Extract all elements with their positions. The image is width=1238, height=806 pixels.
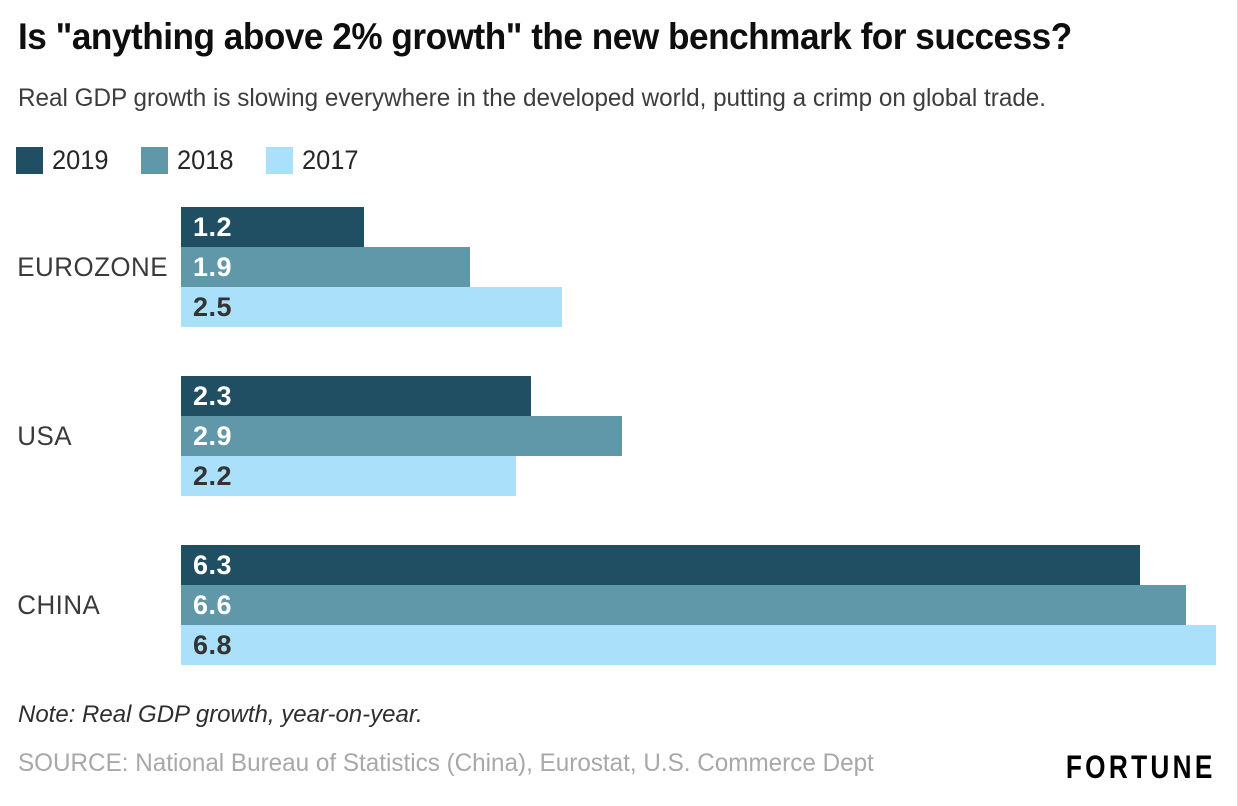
category-label-eurozone: EUROZONE (17, 251, 169, 282)
category-label-china: CHINA (17, 589, 101, 620)
legend-swatch-2019 (16, 147, 43, 174)
chart-note: Note: Real GDP growth, year-on-year. (18, 701, 423, 728)
source-line: SOURCE: National Bureau of Statistics (C… (18, 749, 874, 777)
bar-value-usa-2017: 2.2 (193, 460, 233, 491)
bar-group-eurozone: EUROZONE 1.2 1.9 2.5 (0, 207, 1237, 327)
bar-value-china-2019: 6.3 (193, 549, 233, 580)
legend-label-2018: 2018 (177, 145, 234, 175)
legend-item-2019: 2019 (16, 145, 112, 176)
bars-usa: 2.3 2.9 2.2 (181, 376, 1216, 496)
bar-value-usa-2019: 2.3 (193, 380, 233, 411)
bar-eurozone-2018: 1.9 (181, 247, 471, 287)
bar-china-2019: 6.3 (181, 545, 1140, 585)
bar-value-china-2018: 6.6 (193, 589, 233, 620)
bar-eurozone-2019: 1.2 (181, 207, 364, 247)
legend-swatch-2018 (141, 147, 169, 174)
bars-eurozone: 1.2 1.9 2.5 (181, 207, 1216, 327)
bar-china-2017: 6.8 (181, 625, 1216, 665)
chart-title: Is "anything above 2% growth" the new be… (18, 16, 1072, 57)
bar-chart: EUROZONE 1.2 1.9 2.5 USA 2.3 2.9 2.2 CHINA 6.3 6.6… (0, 207, 1237, 665)
bar-usa-2017: 2.2 (181, 456, 516, 496)
legend-swatch-2017 (266, 147, 294, 174)
bar-eurozone-2017: 2.5 (181, 287, 562, 327)
bar-value-china-2017: 6.8 (193, 629, 233, 660)
legend: 2019 2018 2017 (16, 145, 362, 176)
legend-item-2017: 2017 (266, 145, 362, 176)
bar-value-eurozone-2019: 1.2 (193, 211, 233, 242)
fortune-logo: FORTUNE (1066, 749, 1216, 785)
bar-usa-2018: 2.9 (181, 416, 623, 456)
legend-label-2019: 2019 (52, 145, 109, 175)
chart-subtitle: Real GDP growth is slowing everywhere in… (18, 84, 1047, 112)
bar-usa-2019: 2.3 (181, 376, 532, 416)
bar-group-usa: USA 2.3 2.9 2.2 (0, 376, 1237, 496)
bar-group-china: CHINA 6.3 6.6 6.8 (0, 545, 1237, 665)
bar-value-eurozone-2018: 1.9 (193, 251, 233, 282)
legend-item-2018: 2018 (141, 145, 237, 176)
bar-value-eurozone-2017: 2.5 (193, 291, 233, 322)
bar-china-2018: 6.6 (181, 585, 1186, 625)
legend-label-2017: 2017 (302, 145, 359, 175)
category-label-usa: USA (17, 420, 73, 451)
bar-value-usa-2018: 2.9 (193, 420, 233, 451)
bars-china: 6.3 6.6 6.8 (181, 545, 1216, 665)
